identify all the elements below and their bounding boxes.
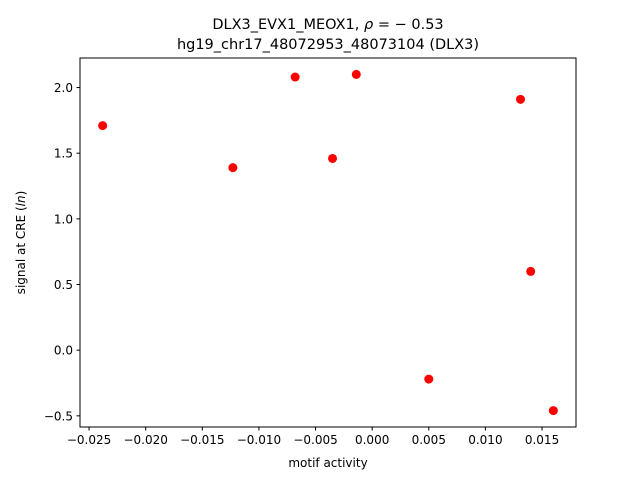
chart-title-line1: DLX3_EVX1_MEOX1, ρ = − 0.53 [212, 17, 443, 33]
x-axis-label: motif activity [288, 456, 367, 470]
data-point [516, 94, 526, 104]
y-tick-label: 1.0 [54, 212, 73, 226]
data-point [290, 72, 300, 82]
data-point [328, 153, 338, 163]
x-tick-label: 0.015 [525, 433, 559, 447]
plot-area [80, 58, 576, 427]
data-point [526, 266, 536, 276]
data-point [98, 121, 108, 131]
data-point [548, 406, 558, 416]
y-tick-label: −0.5 [44, 409, 73, 423]
y-tick-label: 2.0 [54, 81, 73, 95]
y-tick-label: 0.0 [54, 344, 73, 358]
y-tick-label: 1.5 [54, 147, 73, 161]
x-tick-label: −0.010 [237, 433, 281, 447]
y-tick-label: 0.5 [54, 278, 73, 292]
y-axis: −0.5 0.0 0.5 1.0 1.5 2.0 [44, 81, 80, 423]
plot-frame [79, 57, 577, 428]
data-points [98, 69, 558, 416]
x-tick-label: 0.005 [412, 433, 446, 447]
x-tick-label: −0.025 [67, 433, 111, 447]
data-point [424, 374, 434, 384]
data-point [228, 163, 238, 173]
x-tick-label: −0.015 [180, 433, 224, 447]
x-axis: −0.025 −0.020 −0.015 −0.010 −0.005 0.000 0.005… [67, 427, 559, 447]
chart-title-line2: hg19_chr17_48072953_48073104 (DLX3) [177, 37, 479, 53]
x-tick-label: −0.020 [123, 433, 167, 447]
data-point [351, 69, 361, 79]
x-tick-label: −0.005 [293, 433, 337, 447]
y-axis-label: signal at CRE (ln) [14, 191, 28, 295]
x-tick-label: 0.000 [355, 433, 389, 447]
x-tick-label: 0.010 [468, 433, 502, 447]
chart-title: DLX3_EVX1_MEOX1, ρ = − 0.53 hg19_chr17_4… [177, 17, 479, 53]
